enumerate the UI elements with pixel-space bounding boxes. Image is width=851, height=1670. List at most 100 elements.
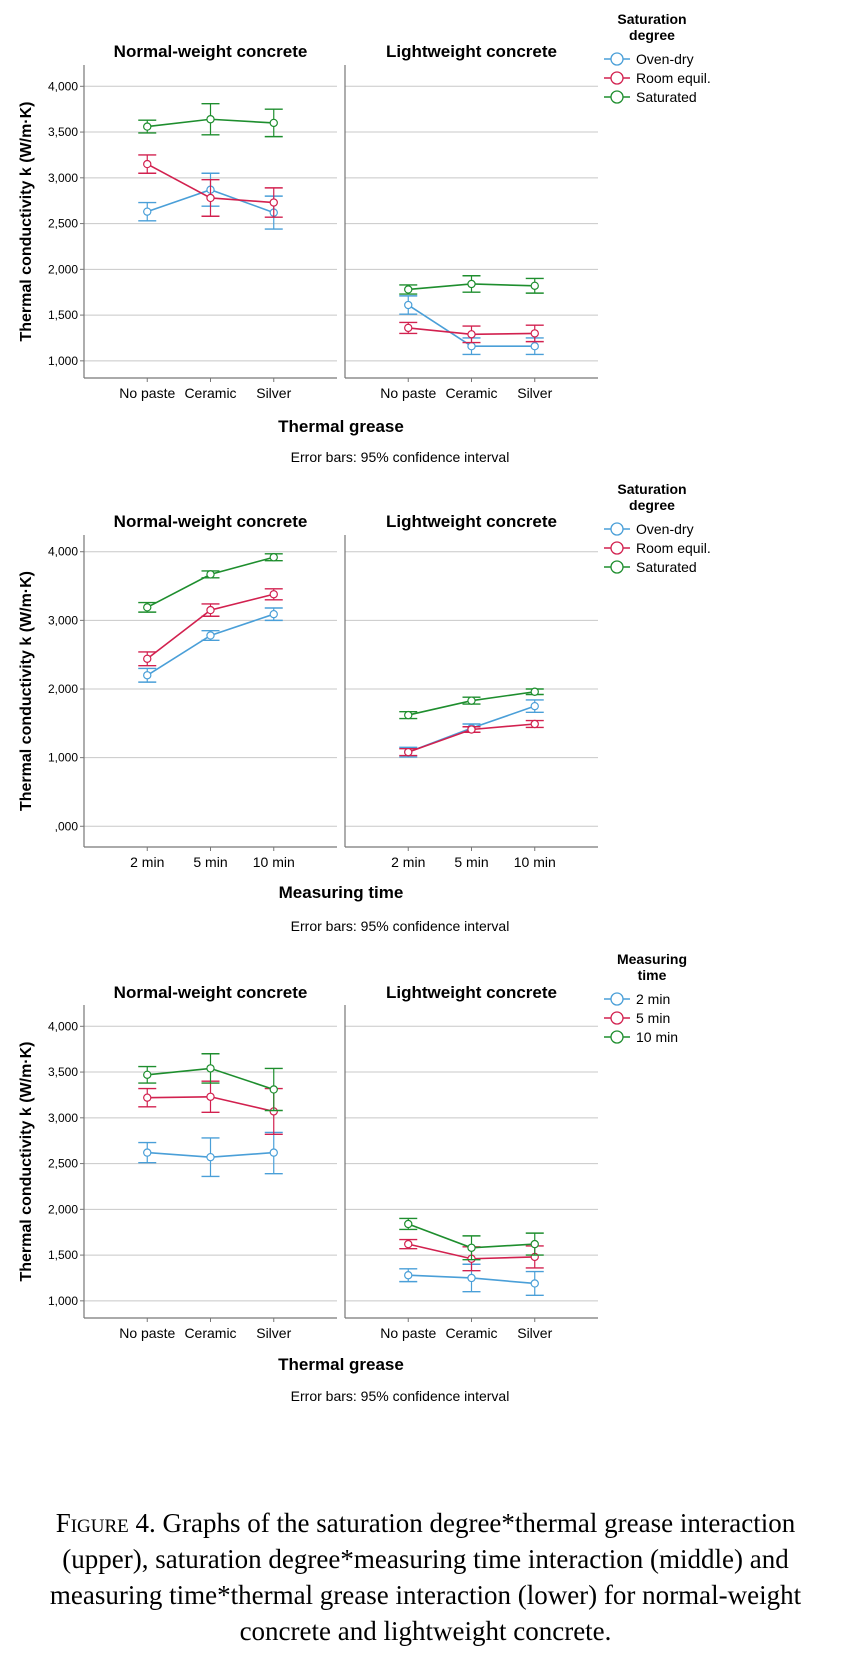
y-tick-label: 1,000 — [48, 354, 78, 368]
data-point — [206, 570, 215, 579]
panel-title: Lightweight concrete — [386, 512, 557, 531]
data-point — [404, 300, 413, 310]
data-point — [467, 279, 476, 289]
series-3 — [138, 553, 283, 613]
data-point — [206, 605, 215, 615]
legend-title: degree — [629, 27, 675, 43]
data-point — [269, 590, 278, 599]
series-1 — [138, 607, 283, 683]
y-tick-label: 1,500 — [48, 308, 78, 322]
data-point — [206, 1092, 215, 1101]
panel-normal-weight: ,000 1,000 2,000 3,000 4,000 Normal-weight co… — [48, 512, 337, 870]
data-point — [467, 330, 476, 339]
legend-swatch-marker — [610, 992, 624, 1006]
data-point — [269, 118, 278, 128]
y-axis-label: Thermal conductivity k (W/m·K) — [18, 1041, 35, 1281]
panel-title: Normal-weight concrete — [114, 512, 308, 531]
legend-swatch-marker — [610, 1011, 624, 1025]
chart-3: 1,000 1,500 2,000 2,500 3,000 3,500 4,000 Norma… — [18, 951, 687, 1404]
figure-caption: Figure 4. Graphs of the saturation degre… — [10, 1505, 841, 1649]
series-3 — [138, 1053, 283, 1112]
data-point — [206, 1064, 215, 1073]
legend-swatch-marker — [610, 90, 624, 104]
x-tick-label: Ceramic — [184, 1325, 236, 1341]
series-2 — [138, 588, 283, 667]
x-tick-label: No paste — [119, 385, 175, 401]
x-axis-label: Thermal grease — [278, 417, 404, 436]
x-tick-label: 2 min — [391, 854, 425, 870]
data-point — [467, 1273, 476, 1283]
legend-label: Oven-dry — [636, 51, 694, 67]
y-tick-label: 3,000 — [48, 1111, 78, 1125]
data-point — [404, 710, 413, 720]
series-1 — [138, 1131, 283, 1178]
x-axis-label: Measuring time — [279, 883, 404, 902]
y-tick-label: 2,500 — [48, 217, 78, 231]
y-tick-label: 3,000 — [48, 171, 78, 185]
legend-title: Saturation — [617, 481, 686, 497]
data-point — [269, 609, 278, 619]
legend-swatch-marker — [610, 71, 624, 85]
data-point — [143, 207, 152, 216]
panel-title: Lightweight concrete — [386, 42, 557, 61]
panel-normal-weight: 1,000 1,500 2,000 2,500 3,000 3,500 4,000 Norma… — [48, 42, 337, 401]
series-2 — [138, 1080, 283, 1135]
legend-label: Room equil. — [636, 70, 711, 86]
data-point — [530, 719, 539, 729]
data-point — [530, 329, 539, 338]
data-point — [143, 603, 152, 612]
data-point — [404, 1239, 413, 1249]
chart-1: 1,000 1,500 2,000 2,500 3,000 3,500 4,000 Norma… — [18, 11, 711, 465]
x-tick-label: Ceramic — [445, 385, 497, 401]
series-2 — [138, 154, 283, 218]
panel-title: Normal-weight concrete — [114, 983, 308, 1002]
legend-swatch-marker — [610, 1030, 624, 1044]
x-tick-label: 5 min — [454, 854, 488, 870]
caption-label: Figure 4. — [55, 1508, 156, 1538]
x-tick-label: No paste — [380, 1325, 436, 1341]
x-tick-label: 5 min — [193, 854, 227, 870]
legend-title: degree — [629, 497, 675, 513]
series-1 — [399, 1263, 544, 1297]
panel-normal-weight: 1,000 1,500 2,000 2,500 3,000 3,500 4,000 Norma… — [48, 983, 337, 1341]
data-point — [467, 342, 476, 351]
x-tick-label: Silver — [517, 385, 552, 401]
data-point — [206, 193, 215, 203]
y-tick-label: 2,000 — [48, 1202, 78, 1216]
legend-label: 10 min — [636, 1029, 678, 1045]
data-point — [143, 1070, 152, 1080]
y-tick-label: 3,500 — [48, 125, 78, 139]
footnote: Error bars: 95% confidence interval — [291, 449, 510, 465]
y-tick-label: 4,000 — [48, 79, 78, 93]
series-1 — [399, 295, 544, 356]
data-point — [530, 281, 539, 291]
data-point — [143, 1093, 152, 1102]
legend-label: 5 min — [636, 1010, 670, 1026]
data-point — [467, 1243, 476, 1252]
y-tick-label: 1,500 — [48, 1248, 78, 1262]
series-3 — [399, 275, 544, 295]
series-2 — [399, 719, 544, 757]
y-tick-label: 3,500 — [48, 1065, 78, 1079]
data-point — [530, 687, 539, 696]
y-tick-label: 3,000 — [48, 613, 78, 627]
data-point — [404, 323, 413, 333]
data-point — [269, 198, 278, 207]
y-tick-label: 2,500 — [48, 1157, 78, 1171]
panel-lightweight: Lightweight concrete No paste Ceramic Silve… — [344, 983, 598, 1341]
footnote: Error bars: 95% confidence interval — [291, 1388, 510, 1404]
legend-swatch-marker — [610, 541, 624, 555]
legend-swatch-marker — [610, 52, 624, 66]
panel-title: Normal-weight concrete — [114, 42, 308, 61]
data-point — [467, 725, 476, 734]
panel-lightweight: Lightweight concrete 2 min 5 min 10 min — [344, 512, 598, 870]
y-tick-label: 4,000 — [48, 1019, 78, 1033]
caption-text: Graphs of the saturation degree*thermal … — [49, 1508, 802, 1646]
legend-title: Measuring — [617, 951, 687, 967]
data-point — [530, 342, 539, 351]
data-point — [269, 1148, 278, 1157]
series-3 — [399, 1217, 544, 1261]
data-point — [206, 1152, 215, 1162]
